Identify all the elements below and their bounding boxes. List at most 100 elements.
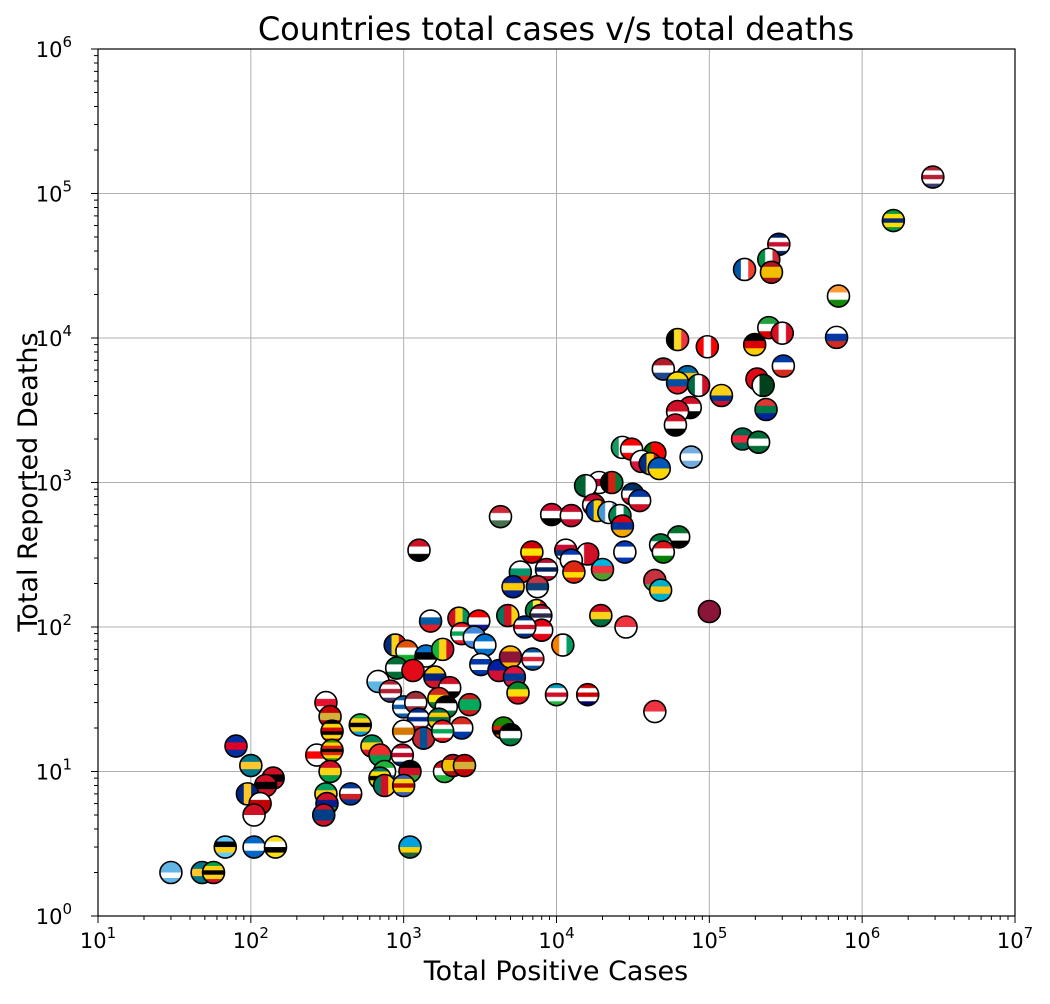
data-point-usa xyxy=(378,679,403,703)
flag-marker-outline xyxy=(771,354,796,378)
flag-marker-outline xyxy=(495,603,520,628)
flag-marker xyxy=(412,727,435,750)
data-point-azerbaijan xyxy=(590,557,615,582)
flag-marker-outline xyxy=(559,503,584,528)
flag-marker-outline xyxy=(159,860,183,885)
y-tick-label: 105 xyxy=(36,178,72,207)
data-point-argentina xyxy=(679,445,703,469)
data-point-nicaragua xyxy=(242,835,266,859)
flag-marker xyxy=(349,713,372,736)
data-point-honduras xyxy=(473,633,497,657)
flag-marker xyxy=(562,561,585,584)
y-tick-label: 100 xyxy=(36,900,72,929)
flag-marker-outline xyxy=(613,540,637,564)
flag-marker xyxy=(520,541,543,564)
flag-marker-outline xyxy=(430,719,455,744)
y-axis-label: Total Reported Deaths xyxy=(13,332,44,632)
flag-marker xyxy=(540,503,563,526)
flag-marker xyxy=(613,541,636,564)
flag-marker-outline xyxy=(599,470,624,495)
data-point-russia xyxy=(824,325,849,350)
flag-marker-outline xyxy=(679,445,703,469)
data-point-lebanon xyxy=(430,719,455,744)
flag-marker xyxy=(921,166,944,189)
data-point-bosnia xyxy=(501,574,525,599)
flag-marker xyxy=(611,514,634,537)
data-point-zimbabwe xyxy=(320,738,344,763)
flag-marker-outline xyxy=(501,574,525,599)
flag-marker xyxy=(431,638,454,661)
flag-marker-outline xyxy=(751,373,775,398)
flag-marker xyxy=(747,431,770,454)
data-point-pakistan xyxy=(751,373,775,398)
flag-marker xyxy=(696,335,719,358)
data-point-saint-kitts xyxy=(201,860,226,885)
flag-marker xyxy=(589,604,612,627)
flag-marker-outline xyxy=(452,753,477,778)
flag-marker-outline xyxy=(213,835,238,859)
flag-marker xyxy=(431,720,454,743)
flag-marker xyxy=(254,774,277,797)
flag-marker-outline xyxy=(648,578,673,602)
flag-marker xyxy=(453,754,476,777)
data-point-uzbekistan xyxy=(544,682,569,707)
flag-marker-outline xyxy=(627,488,652,513)
data-point-belize xyxy=(311,803,336,827)
flag-marker xyxy=(600,471,623,494)
data-point-peru xyxy=(770,321,795,345)
flag-marker xyxy=(576,683,599,706)
flag-marker xyxy=(264,836,287,859)
flag-marker xyxy=(545,683,568,706)
flag-marker-outline xyxy=(647,456,672,481)
flag-marker-outline xyxy=(665,327,690,352)
flag-marker xyxy=(652,541,675,564)
data-point-bahamas xyxy=(239,753,263,778)
data-point-ecuador xyxy=(665,370,690,395)
flag-marker-outline xyxy=(551,633,575,657)
flag-marker xyxy=(450,717,473,740)
data-point-guinea-bissau xyxy=(318,759,342,784)
flag-marker xyxy=(710,384,733,407)
data-point-cameroon xyxy=(495,603,520,628)
flag-marker-outline xyxy=(826,284,851,308)
data-point-usa xyxy=(921,165,945,189)
data-point-iraq xyxy=(663,413,688,437)
flag-marker-outline xyxy=(407,538,431,563)
flag-marker xyxy=(733,258,756,281)
data-point-qatar xyxy=(697,599,722,624)
data-point-colombia xyxy=(709,383,734,408)
flag-marker xyxy=(202,861,225,884)
data-point-rwanda xyxy=(398,835,422,859)
flag-marker-outline xyxy=(521,647,545,671)
flag-marker-outline xyxy=(391,719,416,744)
flag-marker xyxy=(615,616,638,638)
data-point-montenegro xyxy=(452,753,477,778)
data-point-mexico xyxy=(686,373,711,398)
flag-marker xyxy=(755,398,778,421)
flag-marker xyxy=(392,720,415,743)
flag-marker xyxy=(398,836,421,859)
flag-marker-outline xyxy=(525,574,550,599)
flag-marker xyxy=(526,575,549,598)
data-point-brazil xyxy=(881,208,906,233)
flag-marker-outline xyxy=(824,325,849,350)
flag-marker-outline xyxy=(391,773,416,798)
flag-marker xyxy=(628,489,651,512)
flag-marker-outline xyxy=(488,504,513,529)
data-point-israel xyxy=(613,540,637,564)
data-point-monaco xyxy=(242,803,266,827)
flag-marker-outline xyxy=(695,334,720,359)
data-points xyxy=(159,165,945,885)
flag-marker xyxy=(652,358,675,381)
data-point-yemen xyxy=(407,538,431,563)
flag-marker-outline xyxy=(311,803,336,827)
flag-marker-outline xyxy=(759,260,784,285)
flag-marker-outline xyxy=(732,257,757,282)
x-tick-label: 105 xyxy=(691,924,727,953)
flag-marker xyxy=(408,539,431,562)
flag-marker-outline xyxy=(201,860,226,885)
data-point-netherlands xyxy=(651,357,676,381)
chart-title: Countries total cases v/s total deaths xyxy=(258,10,854,48)
data-point-brunei xyxy=(263,835,288,859)
flag-marker xyxy=(535,558,558,581)
